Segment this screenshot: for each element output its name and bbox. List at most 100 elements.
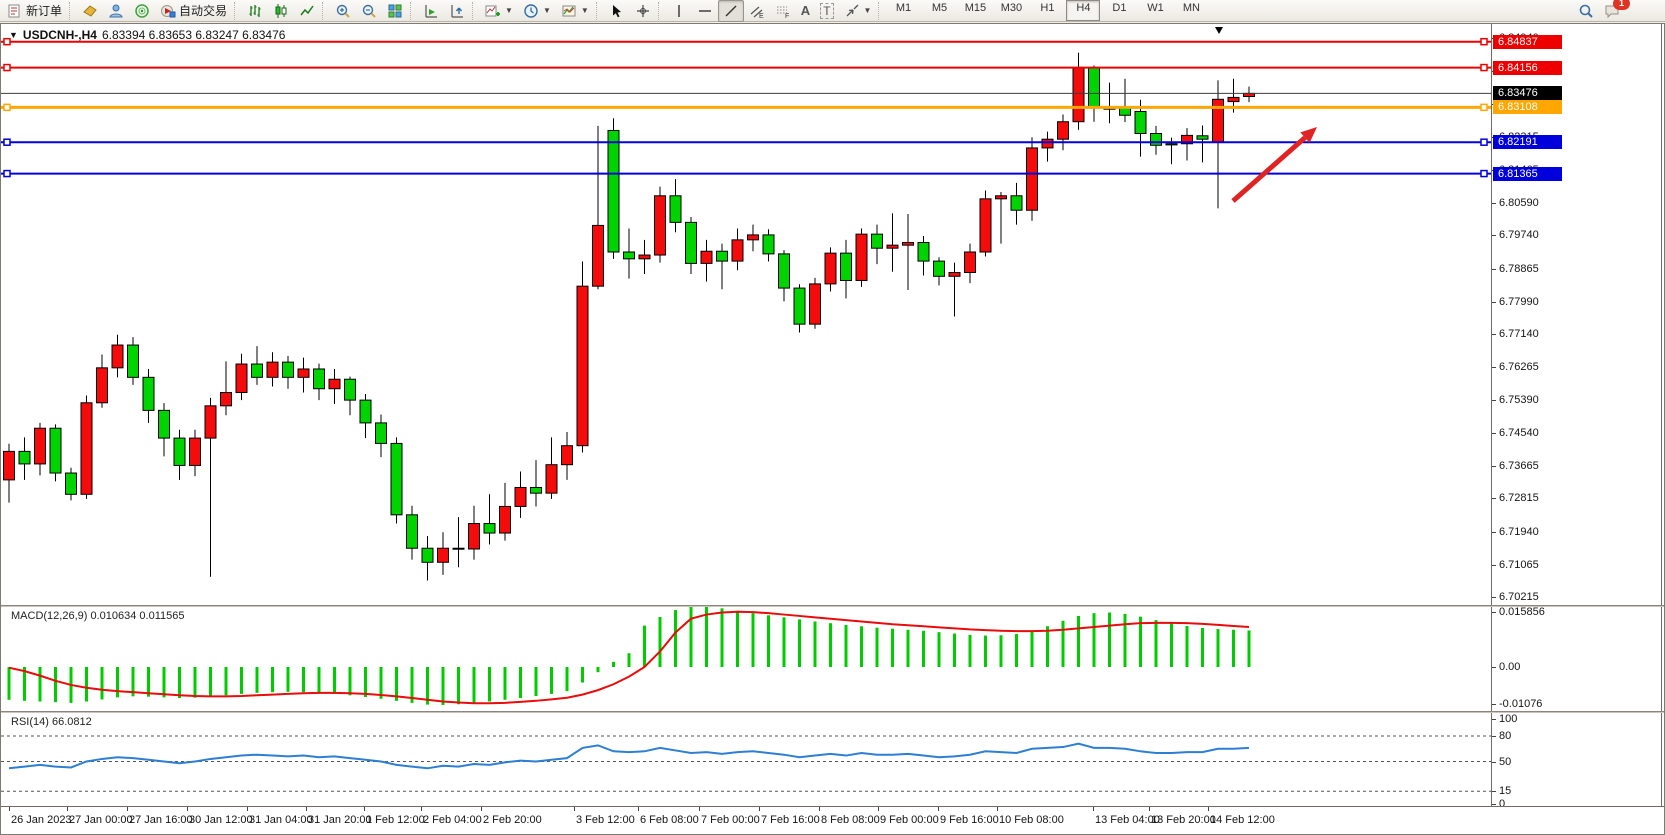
time-tick: [364, 807, 365, 811]
collapse-icon[interactable]: ▼: [9, 30, 18, 40]
candlestick-chart-button[interactable]: [268, 0, 294, 22]
equidistant-channel-icon: E: [749, 3, 765, 20]
time-tick-label: 30 Jan 12:00: [189, 814, 253, 826]
hline-price-label[interactable]: 6.84837: [1493, 34, 1562, 49]
indicators-button[interactable]: ▼: [480, 0, 518, 22]
timeframe-button-d1[interactable]: D1: [1112, 2, 1127, 14]
rsi-tick-label: 80: [1499, 730, 1512, 742]
chart-ohlc-values: 6.83394 6.83653 6.83247 6.83476: [101, 28, 286, 42]
chart-plot-area[interactable]: [1, 24, 1491, 833]
time-tick: [574, 807, 575, 811]
trendline-button[interactable]: [717, 0, 744, 22]
trendline-icon: [723, 3, 739, 19]
notifications-button[interactable]: 1: [1599, 0, 1630, 22]
horizontal-line-button[interactable]: [692, 0, 718, 22]
toolbar-separator: [322, 1, 328, 20]
auto-trading-icon: [160, 3, 176, 19]
timeframe-button-h1[interactable]: H1: [1040, 2, 1055, 14]
periods-button[interactable]: ▼: [518, 0, 556, 22]
zoom-in-icon: [335, 3, 351, 19]
zoom-out-button[interactable]: [356, 0, 382, 22]
timeframe-button-w1[interactable]: W1: [1147, 2, 1164, 14]
time-tick-label: 27 Jan 16:00: [129, 814, 193, 826]
price-tick-label: 6.70215: [1499, 591, 1539, 604]
time-tick: [997, 807, 998, 811]
hline-price-label[interactable]: 6.84156: [1493, 60, 1562, 75]
time-tick: [1093, 807, 1094, 811]
time-tick: [187, 807, 188, 811]
price-tick-label: 6.74540: [1499, 426, 1539, 439]
search-button[interactable]: [1573, 0, 1599, 22]
macd-tick: [1491, 612, 1496, 614]
fibonacci-button[interactable]: F: [770, 0, 796, 22]
arrows-tool-button[interactable]: ▼: [839, 0, 877, 22]
notification-badge: 1: [1613, 0, 1630, 10]
price-tick-label: 6.73665: [1499, 460, 1539, 472]
chart-window[interactable]: ▼ USDCNH-,H4 6.83394 6.83653 6.83247 6.8…: [0, 23, 1665, 835]
price-tick: [1491, 301, 1496, 303]
zoom-out-icon: [361, 3, 377, 19]
time-tick: [481, 807, 482, 811]
rsi-indicator-label: RSI(14) 66.0812: [11, 716, 92, 728]
new-order-button[interactable]: 新订单: [2, 0, 67, 22]
signals-button[interactable]: [129, 0, 155, 22]
tile-windows-button[interactable]: [382, 0, 408, 22]
new-order-label: 新订单: [26, 4, 63, 18]
bid-price-label: 6.83476: [1493, 86, 1562, 101]
bar-chart-button[interactable]: [242, 0, 268, 22]
time-tick-label: 2 Feb 20:00: [483, 814, 542, 826]
timeframe-button-m30[interactable]: M30: [1000, 2, 1023, 14]
hline-price-label[interactable]: 6.82191: [1493, 135, 1562, 150]
time-tick: [638, 807, 639, 811]
market-button[interactable]: [77, 0, 103, 22]
svg-text:E: E: [759, 13, 764, 19]
line-chart-button[interactable]: [294, 0, 320, 22]
vertical-line-button[interactable]: [666, 0, 692, 22]
price-tick-label: 6.79740: [1499, 229, 1539, 242]
timeframe-button-mn[interactable]: MN: [1182, 2, 1200, 14]
line-chart-icon: [299, 3, 315, 19]
timeframe-button-m15[interactable]: M15: [964, 2, 987, 14]
chart-title: ▼ USDCNH-,H4 6.83394 6.83653 6.83247 6.8…: [9, 28, 285, 42]
hline-price-label[interactable]: 6.81365: [1493, 166, 1562, 181]
price-tick-label: 6.78865: [1499, 262, 1539, 275]
chart-shift-button[interactable]: [444, 0, 470, 22]
pane-separator[interactable]: [1, 605, 1664, 607]
time-tick: [759, 807, 760, 811]
text-tool-button[interactable]: A: [796, 0, 815, 22]
auto-scroll-button[interactable]: [418, 0, 444, 22]
hosting-button[interactable]: [103, 0, 129, 22]
auto-trading-label: 自动交易: [179, 4, 228, 18]
time-tick: [1149, 807, 1150, 811]
cursor-button[interactable]: [604, 0, 630, 22]
dropdown-arrow-icon: ▼: [863, 6, 872, 15]
toolbar-right-group: 1: [1573, 0, 1630, 22]
time-tick-label: 9 Feb 00:00: [880, 814, 939, 826]
timeframe-button-m5[interactable]: M5: [931, 2, 948, 14]
pane-separator[interactable]: [1, 711, 1664, 713]
price-tick: [1491, 367, 1496, 369]
zoom-in-button[interactable]: [330, 0, 356, 22]
time-tick: [127, 807, 128, 811]
hline-price-label[interactable]: 6.83108: [1493, 100, 1562, 115]
time-tick-label: 8 Feb 08:00: [821, 814, 880, 826]
auto-trading-button[interactable]: 自动交易: [155, 0, 232, 22]
time-tick: [9, 807, 10, 811]
equidistant-channel-button[interactable]: E: [744, 0, 770, 22]
price-axis-border: [1491, 24, 1492, 806]
timeframe-button-m1[interactable]: M1: [895, 2, 912, 14]
price-tick: [1491, 466, 1496, 467]
periods-icon: [523, 3, 539, 19]
svg-text:F: F: [785, 13, 789, 19]
label-tool-button[interactable]: T: [815, 0, 838, 22]
price-axis: 6.849406.840656.831906.823156.814656.805…: [1491, 24, 1664, 833]
time-tick-label: 2 Feb 04:00: [423, 814, 482, 826]
crosshair-button[interactable]: [630, 0, 656, 22]
crosshair-icon: [635, 3, 651, 19]
time-tick: [247, 807, 248, 811]
signals-icon: [134, 3, 150, 19]
timeframe-button-h4[interactable]: H4: [1066, 0, 1101, 21]
templates-button[interactable]: ▼: [556, 0, 594, 22]
rsi-tick: [1491, 791, 1496, 793]
